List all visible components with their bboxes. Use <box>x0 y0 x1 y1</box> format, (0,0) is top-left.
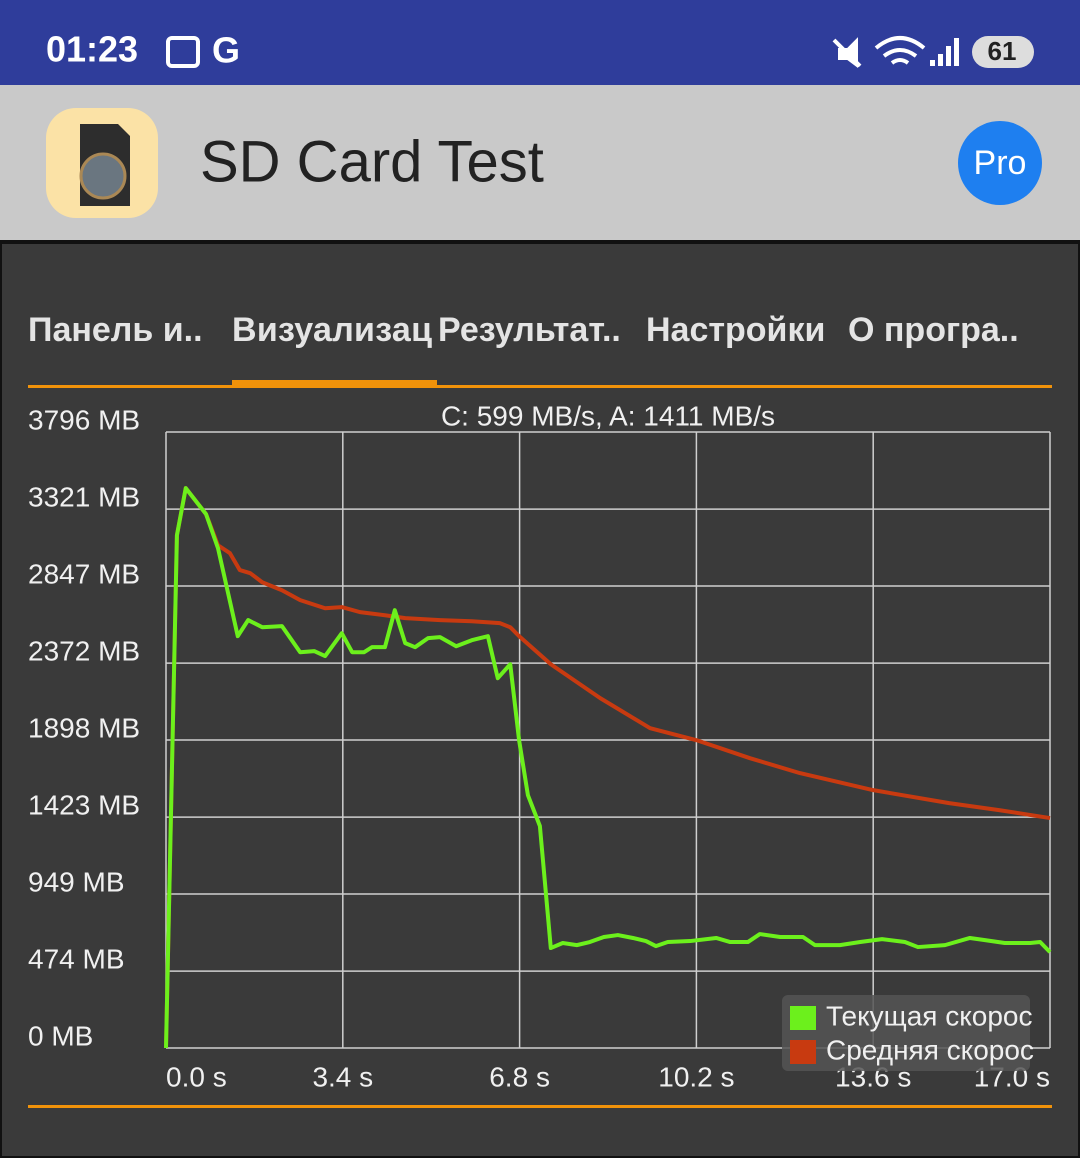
battery-level: 61 <box>988 36 1017 66</box>
legend-swatch <box>790 1040 816 1064</box>
tab[interactable]: Панель и.. <box>28 311 203 349</box>
y-tick-label: 949 MB <box>28 866 125 897</box>
x-tick-label: 3.4 s <box>312 1061 373 1092</box>
pro-label[interactable]: Pro <box>974 144 1027 182</box>
x-tick-label: 6.8 s <box>489 1061 550 1092</box>
series-line <box>164 486 1051 1049</box>
series-line <box>164 486 1052 1049</box>
legend-swatch <box>790 1006 816 1030</box>
battery-icon <box>972 36 1034 68</box>
tab[interactable]: Результат.. <box>438 311 621 349</box>
y-tick-label: 0 MB <box>28 1020 93 1051</box>
g-icon: G <box>212 30 240 71</box>
y-tick-label: 2372 MB <box>28 635 140 666</box>
app-bar <box>0 85 1080 242</box>
y-tick-label: 2847 MB <box>28 558 140 589</box>
chart-title: C: 599 MB/s, A: 1411 MB/s <box>441 400 775 431</box>
tab-indicator <box>232 380 437 386</box>
y-tick-label: 3321 MB <box>28 481 140 512</box>
wifi-icon <box>874 36 926 65</box>
tab[interactable]: Настройки <box>646 311 825 349</box>
y-tick-label: 1423 MB <box>28 789 140 820</box>
legend-label: Средняя скорос <box>826 1034 1034 1065</box>
time: 01:23 <box>46 29 138 70</box>
x-tick-label: 10.2 s <box>658 1061 734 1092</box>
mute-icon <box>832 37 862 68</box>
y-tick-label: 1898 MB <box>28 712 140 743</box>
gauge <box>79 152 127 200</box>
y-tick-label: 3796 MB <box>28 404 140 435</box>
x-tick-label: 0.0 s <box>166 1061 227 1092</box>
signal-icon <box>930 38 959 66</box>
app-title: SD Card Test <box>200 129 544 194</box>
tab[interactable]: О програ.. <box>848 311 1019 349</box>
status-bar <box>0 0 1080 85</box>
tab[interactable]: Визуализац <box>232 311 432 349</box>
gallery-icon <box>166 36 200 68</box>
tab-divider <box>28 385 1052 388</box>
legend-box <box>782 995 1030 1071</box>
pro-button[interactable] <box>958 121 1042 205</box>
y-tick-label: 474 MB <box>28 943 125 974</box>
legend-label: Текущая скорос <box>826 1000 1033 1031</box>
bottom-divider <box>28 1105 1052 1108</box>
